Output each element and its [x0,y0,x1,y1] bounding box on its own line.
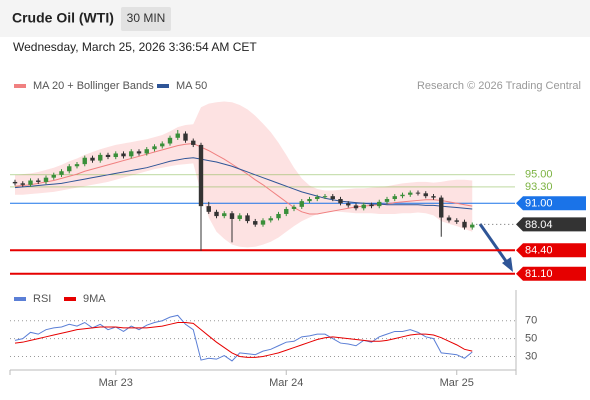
bollinger-band [15,101,473,248]
rsi-tick-label: 50 [525,333,537,345]
candle-body [229,213,235,219]
level-label: 95.00 [525,169,553,181]
candle-body [175,133,180,138]
candle-body [446,217,452,221]
candle-body [322,196,328,198]
candle-body [113,153,118,158]
x-tick-label: Mar 23 [99,377,133,389]
rsi-line [14,314,473,362]
rsi-tick-label: 70 [525,315,537,327]
candle-body [28,180,33,185]
source: Research © 2026 Trading Central [417,80,581,92]
candle-body [346,203,351,206]
interval: 30 MIN [127,11,166,25]
rsi-line [14,322,473,358]
candle-body [74,164,80,167]
subtitle: Wednesday, March 25, 2026 3:36:54 AM CET [13,40,257,54]
candle-body [43,177,49,182]
candle-body [214,211,219,217]
level-label: 88.04 [525,219,553,231]
candle-body [98,154,103,161]
candle-body [377,201,382,207]
legend-label: MA 50 [176,80,207,92]
candle-body [253,221,258,225]
candle-body [307,199,312,202]
candle-body [59,171,64,175]
candle-body [206,206,211,212]
candle-body [400,194,405,197]
rsi-tick-label: 30 [525,350,537,362]
candle-body [431,196,436,198]
candle-body [144,149,149,154]
candle-body [315,196,320,200]
candle-body [183,133,188,141]
level-box [516,266,586,281]
candle-body [105,154,111,158]
legend-label: 9MA [83,293,106,305]
x-tick-label: Mar 25 [440,377,474,389]
candle-body [338,199,343,204]
x-tick-label: Mar 24 [269,377,303,389]
ma-line [14,142,473,215]
candle-body [423,193,428,197]
candle-body [462,221,467,228]
ma-line [14,157,473,210]
candle-body [299,201,304,207]
candle-body [152,146,157,150]
interval-box [121,7,171,31]
candle-body [439,197,444,218]
legend-label: MA 20 + Bollinger Bands [33,80,154,92]
candle-body [36,180,41,182]
candle-body [384,199,390,202]
legend-label: RSI [33,293,51,305]
level-label: 84.40 [525,245,553,257]
candle-body [222,213,227,217]
forecast-arrow [478,223,510,265]
candle-body [361,204,366,209]
candle-body [369,204,374,207]
candle-body [129,151,134,157]
candle-body [276,213,281,219]
candle-body [330,196,335,200]
candle-body [12,181,18,184]
level-box [516,217,586,232]
candle-body [237,215,242,219]
candle-body [20,183,25,185]
candle-body [160,143,165,147]
candle-body [408,192,413,195]
candle-body [167,137,173,144]
candle-body [353,205,359,209]
candle-body [67,166,72,172]
forecast-arrow-head [502,257,513,272]
candle-body [51,174,56,178]
header-bar [0,0,590,37]
candle-body [268,218,273,221]
candle-body [454,220,459,222]
level-label: 81.10 [525,268,553,280]
candle-body [136,151,142,154]
candle-body [121,153,126,157]
candle-body [245,215,250,222]
candle-body [392,196,397,200]
candle-body [470,224,475,228]
candle-body [291,206,297,209]
candle-body [260,220,266,225]
candle-body [415,192,421,194]
level-box [516,243,586,258]
level-label: 91.00 [525,198,553,210]
chart-title: Crude Oil (WTI) [12,10,114,26]
candle-body [198,144,204,207]
candle-body [90,157,95,161]
candle-body [284,208,289,214]
candle-body [191,140,196,145]
level-box [516,196,586,211]
level-label: 93.30 [525,181,553,193]
candle-body [82,157,87,165]
